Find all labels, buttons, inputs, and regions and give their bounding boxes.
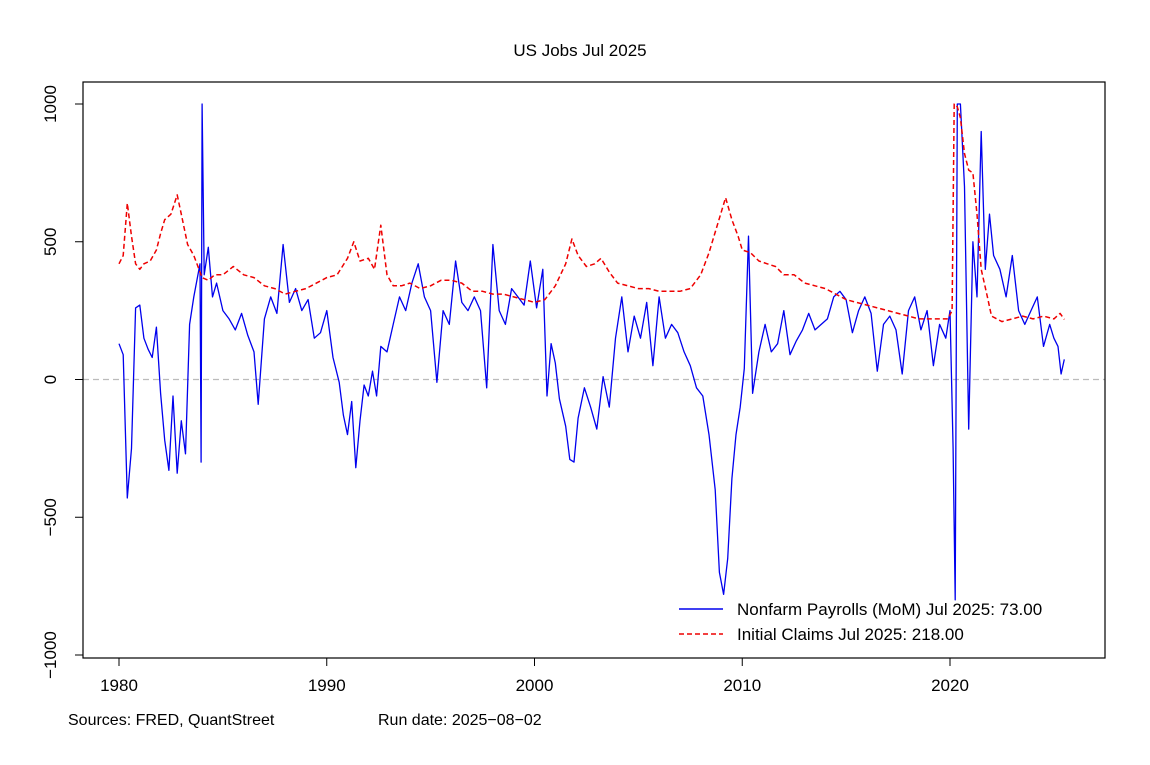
- legend-label: Initial Claims Jul 2025: 218.00: [737, 625, 964, 644]
- x-tick-label: 2000: [516, 676, 554, 695]
- chart-title: US Jobs Jul 2025: [513, 41, 646, 60]
- x-tick-label: 2010: [723, 676, 761, 695]
- series-layer: [118, 103, 1065, 601]
- legend: Nonfarm Payrolls (MoM) Jul 2025: 73.00 In…: [679, 600, 1042, 644]
- y-tick-label: 1000: [41, 85, 60, 123]
- y-tick-label: 500: [41, 228, 60, 256]
- x-tick-label: 2020: [931, 676, 969, 695]
- payrolls-series-line: [118, 103, 1065, 601]
- y-axis: −1000 −500 0 500 1000: [41, 85, 84, 679]
- footer-run-date: Run date: 2025−08−02: [378, 712, 542, 729]
- claims-series-line: [118, 103, 1065, 323]
- y-tick-label: −500: [41, 498, 60, 536]
- x-tick-label: 1980: [100, 676, 138, 695]
- footer-sources: Sources: FRED, QuantStreet: [68, 712, 275, 729]
- y-tick-label: 0: [41, 375, 60, 384]
- x-tick-label: 1990: [308, 676, 346, 695]
- legend-label: Nonfarm Payrolls (MoM) Jul 2025: 73.00: [737, 600, 1042, 619]
- y-tick-label: −1000: [41, 631, 60, 679]
- x-axis: 1980 1990 2000 2010 2020: [100, 657, 969, 695]
